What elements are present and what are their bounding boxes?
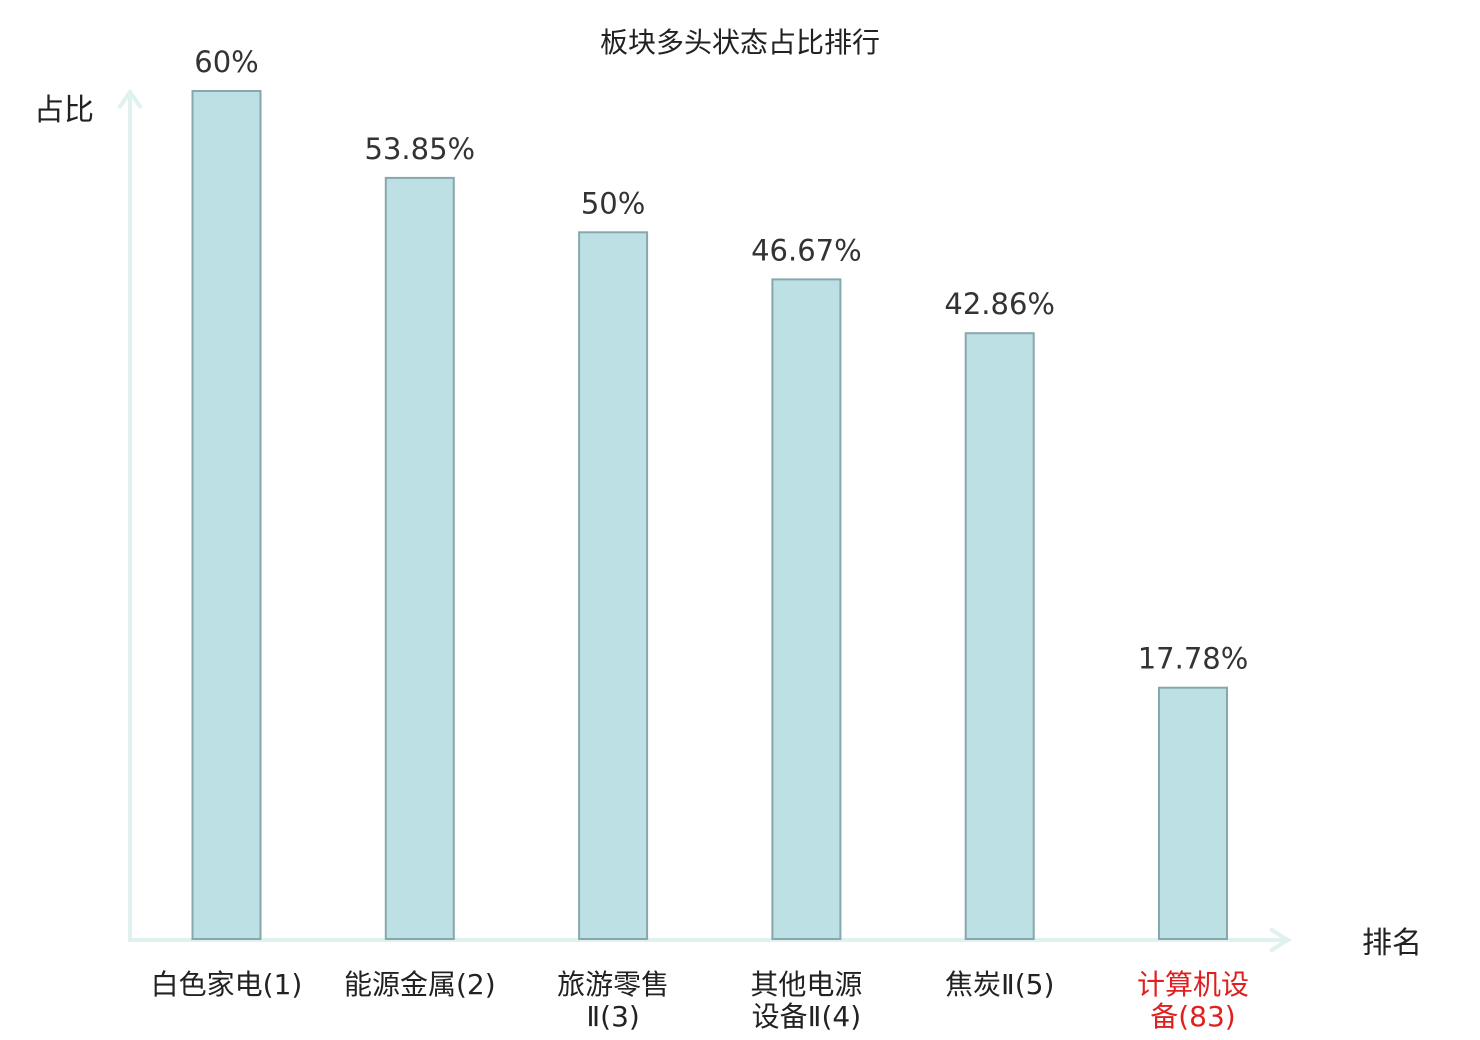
y-axis-arrow <box>117 88 143 110</box>
bar-4 <box>771 278 842 940</box>
category-label-4-line-1: 其他电源 <box>750 968 862 1001</box>
bar-3 <box>578 231 649 941</box>
bar-5 <box>964 332 1035 940</box>
value-labels: 60% 53.85% 50% 46.67% 42.86% 17.78% <box>194 45 1248 676</box>
value-label-6: 17.78% <box>1138 642 1249 676</box>
value-label-4: 46.67% <box>751 233 862 267</box>
category-label-3-line-1: 旅游零售 <box>557 968 669 1001</box>
category-label-5: 焦炭Ⅱ(5) <box>945 968 1054 1001</box>
value-label-2: 53.85% <box>365 132 476 166</box>
category-label-3: 旅游零售 Ⅱ(3) <box>557 968 669 1033</box>
category-label-1-line-1: 白色家电(1) <box>151 968 303 1001</box>
category-label-3-line-2: Ⅱ(3) <box>586 1000 639 1033</box>
x-axis-arrow <box>1268 927 1292 953</box>
category-label-2-line-1: 能源金属(2) <box>344 968 496 1001</box>
value-label-1: 60% <box>194 45 258 79</box>
chart-title: 板块多头状态占比排行 <box>600 26 880 59</box>
category-label-6-line-2: 备(83) <box>1150 1000 1235 1033</box>
category-label-6: 计算机设备(83) <box>1137 968 1249 1033</box>
value-label-5: 42.86% <box>944 287 1055 321</box>
category-labels: 白色家电(1) 能源金属(2) 旅游零售 Ⅱ(3) 其他电源设备Ⅱ(4) 焦炭Ⅱ(5) 计算… <box>151 968 1249 1033</box>
category-label-2: 能源金属(2) <box>344 968 496 1001</box>
category-label-6-line-1: 计算机设 <box>1137 968 1249 1001</box>
category-label-4-line-2: 设备Ⅱ(4) <box>752 1000 861 1033</box>
bar-1 <box>191 90 262 940</box>
category-label-4: 其他电源设备Ⅱ(4) <box>750 968 862 1033</box>
value-label-3: 50% <box>581 186 645 220</box>
bar-2 <box>384 176 455 940</box>
axes <box>117 88 1292 953</box>
y-axis-label: 占比 <box>34 93 94 128</box>
x-axis-label: 排名 <box>1362 926 1422 961</box>
category-label-1: 白色家电(1) <box>151 968 303 1001</box>
bars <box>191 90 1228 941</box>
category-label-5-line-1: 焦炭Ⅱ(5) <box>945 968 1054 1001</box>
bar-6 <box>1158 686 1228 941</box>
